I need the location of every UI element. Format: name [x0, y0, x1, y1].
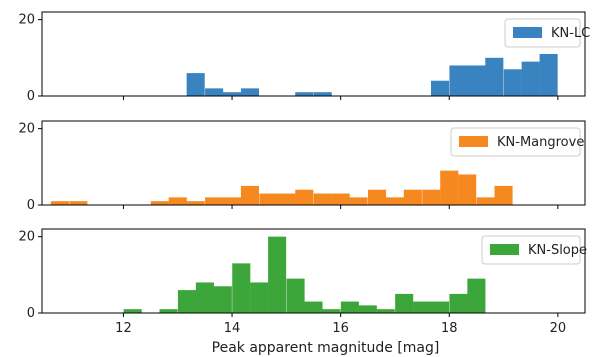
histogram-bar — [195, 282, 214, 313]
legend-box — [450, 127, 581, 157]
y-tick-label: 20 — [18, 230, 35, 245]
legend-box — [504, 18, 581, 48]
histogram-bar — [123, 309, 142, 313]
y-tick-label: 0 — [27, 89, 35, 104]
histogram-bar — [403, 189, 422, 205]
histogram-bar — [539, 54, 558, 96]
histogram-bar — [385, 197, 404, 205]
y-tick-label: 20 — [18, 122, 35, 137]
histogram-bar — [494, 185, 513, 205]
y-tick-label: 20 — [18, 13, 35, 28]
histogram-bar — [503, 69, 522, 96]
histogram-bar — [213, 286, 232, 313]
histogram-bar — [449, 293, 468, 313]
histogram-bar — [449, 65, 468, 96]
legend: KN-Slope — [481, 235, 587, 265]
axes-frame — [41, 120, 586, 206]
histogram-bar — [268, 236, 287, 313]
x-axis-label: Peak apparent magnitude [mag] — [212, 340, 440, 356]
histogram-bar — [186, 201, 205, 205]
histogram-bar — [322, 309, 341, 313]
legend: KN-LC — [504, 18, 590, 48]
legend-label: KN-Slope — [528, 243, 587, 258]
histogram-bar — [168, 197, 187, 205]
legend-label: KN-Mangrove — [497, 135, 584, 150]
histogram-bar — [430, 80, 450, 96]
panel-kn-lc: 0 20 KN-LC — [18, 11, 590, 104]
histogram-bar — [295, 189, 314, 205]
histogram-bar — [223, 92, 242, 96]
legend-swatch — [459, 136, 488, 147]
histogram-bar — [367, 189, 387, 205]
histogram-bar — [313, 92, 332, 96]
histogram-bar — [376, 309, 395, 313]
legend-label: KN-LC — [551, 26, 590, 41]
histogram-bar — [485, 57, 504, 96]
histogram-bar — [358, 305, 377, 313]
histogram-bar — [277, 193, 296, 205]
x-tick-label: 18 — [441, 321, 458, 336]
histogram-bar — [186, 73, 205, 96]
histogram-bar — [422, 189, 441, 205]
histogram-bar — [467, 278, 486, 313]
legend: KN-Mangrove — [450, 127, 584, 157]
histogram-bar — [340, 301, 359, 313]
x-tick-label: 12 — [115, 321, 132, 336]
histogram-bar — [395, 293, 414, 313]
histogram-bar — [240, 185, 260, 205]
histogram-bar — [413, 301, 432, 313]
histogram-bar — [205, 88, 224, 96]
histogram-bar — [476, 197, 495, 205]
histogram-bar — [313, 193, 332, 205]
histogram-bar — [150, 201, 169, 205]
axes-frame — [41, 228, 586, 314]
legend-box — [481, 235, 581, 265]
x-tick-label: 20 — [550, 321, 567, 336]
legend-swatch — [490, 244, 519, 255]
axes-frame — [41, 11, 586, 97]
histogram-bar — [467, 65, 486, 96]
histogram-bar — [440, 170, 459, 205]
histogram-bar — [295, 92, 314, 96]
histogram-bar — [458, 174, 477, 205]
x-tick-label: 16 — [332, 321, 349, 336]
histogram-bar — [50, 201, 69, 205]
histogram-bar — [521, 61, 540, 96]
histogram-bar — [259, 193, 278, 205]
histogram-bar — [240, 88, 260, 96]
histogram-bar — [430, 301, 450, 313]
histogram-bar — [304, 301, 323, 313]
histogram-bar — [69, 201, 88, 205]
histogram-bar — [349, 197, 368, 205]
panel-kn-slope: 0 20 KN-Slope — [18, 228, 587, 321]
histogram-bar — [286, 278, 305, 313]
histogram-bar — [250, 282, 269, 313]
y-tick-label: 0 — [27, 198, 35, 213]
histogram-bar — [159, 309, 178, 313]
histogram-bar — [205, 197, 224, 205]
histogram-bar — [223, 197, 242, 205]
histogram-bar — [331, 193, 350, 205]
histogram-bar — [232, 263, 251, 313]
histogram-bar — [177, 290, 197, 313]
panel-kn-mangrove: 0 20 KN-Mangrove — [18, 120, 586, 213]
y-tick-label: 0 — [27, 306, 35, 321]
legend-swatch — [513, 27, 542, 38]
x-tick-label: 14 — [224, 321, 241, 336]
